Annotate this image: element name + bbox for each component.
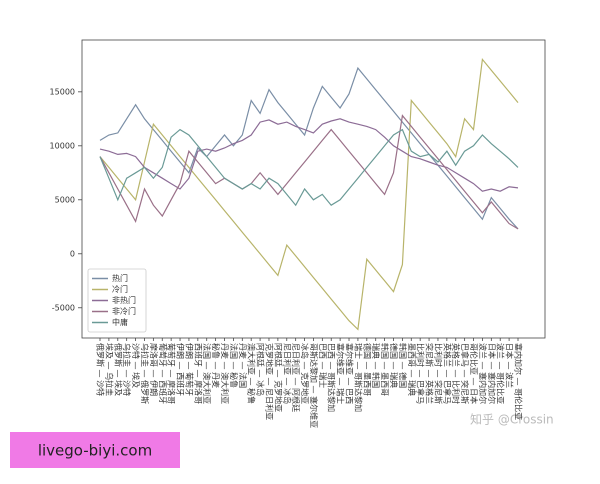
x-tick-label: 摩洛哥 — 伊朗 — [149, 343, 159, 396]
x-tick-label: 瑞典 — 韩国 — [371, 343, 381, 388]
x-tick-label: 冰岛 — 克罗地亚 — [300, 343, 310, 404]
y-tick-label: 15000 — [50, 87, 75, 96]
x-tick-label: 法国 — 澳大利亚 — [202, 343, 212, 404]
x-tick-label: 巴西 — 瑞士 — [318, 343, 328, 388]
x-tick-label: 葡萄牙 — 西班牙 — [158, 343, 168, 404]
x-tick-label: 克罗地亚 — 尼日利亚 — [264, 343, 274, 420]
x-tick-label: 俄罗斯 — 埃及 — [113, 343, 123, 396]
x-tick-label: 波兰 — 哥伦比亚 — [496, 343, 506, 404]
x-tick-label: 尼日利亚 — 阿根廷 — [291, 343, 301, 412]
x-tick-label: 俄罗斯 — 沙特 — [96, 343, 106, 396]
x-tick-label: 塞尔维亚 — 瑞士 — [336, 343, 346, 404]
x-tick-label: 英格兰 — 比利时 — [451, 343, 461, 404]
x-tick-label: 巴拿马 — 突尼斯 — [460, 343, 470, 404]
y-tick-label: 10000 — [50, 141, 75, 150]
legend-label: 冷门 — [112, 284, 128, 294]
x-tick-label: 塞尔维亚 — 巴西 — [345, 343, 355, 404]
x-tick-label: 塞内加尔 — 哥伦比亚 — [514, 343, 524, 420]
x-tick-label: 韩国 — 德国 — [398, 343, 408, 388]
x-tick-label: 韩国 — 墨西哥 — [380, 343, 390, 396]
x-tick-label: 哥斯达黎加 — 塞尔维亚 — [309, 343, 319, 428]
x-tick-label: 突尼斯 — 英格兰 — [425, 343, 435, 404]
legend-box — [87, 268, 147, 333]
x-tick-label: 乌拉圭 — 沙特 — [122, 343, 132, 396]
x-tick-label: 葡萄牙 — 摩洛哥 — [167, 343, 177, 404]
x-tick-label: 日本 — 波兰 — [505, 343, 515, 388]
x-tick-label: 比利时 — 巴拿马 — [416, 343, 426, 404]
legend-label: 非冷门 — [112, 306, 136, 316]
plot-frame — [81, 39, 546, 339]
x-tick-label: 巴西 — 哥斯达黎加 — [327, 343, 337, 412]
x-tick-label: 埃及 — 乌拉圭 — [104, 343, 114, 396]
y-tick-label: 5000 — [55, 195, 75, 204]
x-tick-label: 西班牙 — 摩洛哥 — [193, 343, 203, 404]
series-line — [99, 118, 519, 192]
series-line — [99, 66, 519, 230]
x-tick-label: 日本 — 塞内加尔 — [487, 343, 497, 404]
x-tick-label: 阿根廷 — 克罗地亚 — [273, 343, 283, 412]
x-tick-label: 阿根廷 — 冰岛 — [256, 343, 266, 396]
legend-label: 非热门 — [112, 295, 136, 305]
series-line — [99, 128, 519, 207]
x-tick-label: 波兰 — 塞内加尔 — [478, 343, 488, 404]
x-tick-label: 哥伦比亚 — 日本 — [469, 343, 479, 404]
legend-label: 中庸 — [112, 317, 128, 327]
x-tick-label: 比利时 — 突尼斯 — [433, 343, 443, 404]
y-tick-label: -5000 — [52, 303, 75, 312]
x-tick-label: 法国 — 秘鲁 — [229, 343, 239, 388]
x-tick-label: 尼日利亚 — 冰岛 — [282, 343, 292, 404]
x-tick-label: 沙特 — 埃及 — [131, 343, 141, 388]
x-tick-label: 丹麦 — 澳大利亚 — [220, 343, 230, 404]
legend-label: 热门 — [112, 273, 128, 283]
x-tick-label: 秘鲁 — 丹麦 — [211, 343, 221, 388]
x-tick-label: 德国 — 墨西哥 — [362, 343, 372, 396]
x-tick-label: 英格兰 — 巴拿马 — [442, 343, 452, 404]
x-tick-label: 伊朗 — 葡萄牙 — [184, 343, 194, 396]
x-tick-label: 德国 — 瑞典 — [389, 343, 399, 388]
banner-box — [10, 432, 180, 468]
x-tick-label: 丹麦 — 法国 — [238, 343, 248, 388]
x-tick-label: 瑞士 — 哥斯达黎加 — [353, 343, 363, 412]
y-tick-label: 0 — [70, 249, 75, 258]
x-tick-label: 澳大利亚 — 秘鲁 — [247, 343, 257, 404]
series-line — [99, 114, 519, 230]
banner-text: livego-biyi.com — [38, 442, 152, 460]
x-tick-label: 伊朗 — 西班牙 — [176, 343, 186, 396]
watermark: 知乎 @Crossin — [470, 413, 554, 427]
x-tick-label: 墨西哥 — 瑞典 — [407, 343, 417, 396]
x-tick-label: 乌拉圭 — 俄罗斯 — [140, 343, 150, 404]
